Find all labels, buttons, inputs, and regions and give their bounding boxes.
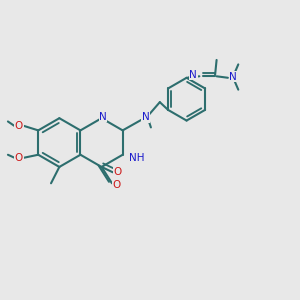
Text: N: N xyxy=(189,70,197,80)
Text: N: N xyxy=(229,72,237,82)
Text: O: O xyxy=(15,121,23,131)
Text: O: O xyxy=(113,167,122,177)
Text: O: O xyxy=(15,153,23,163)
Text: O: O xyxy=(112,180,121,190)
Text: N: N xyxy=(99,112,107,122)
Text: N: N xyxy=(142,112,150,122)
Text: NH: NH xyxy=(129,153,145,163)
